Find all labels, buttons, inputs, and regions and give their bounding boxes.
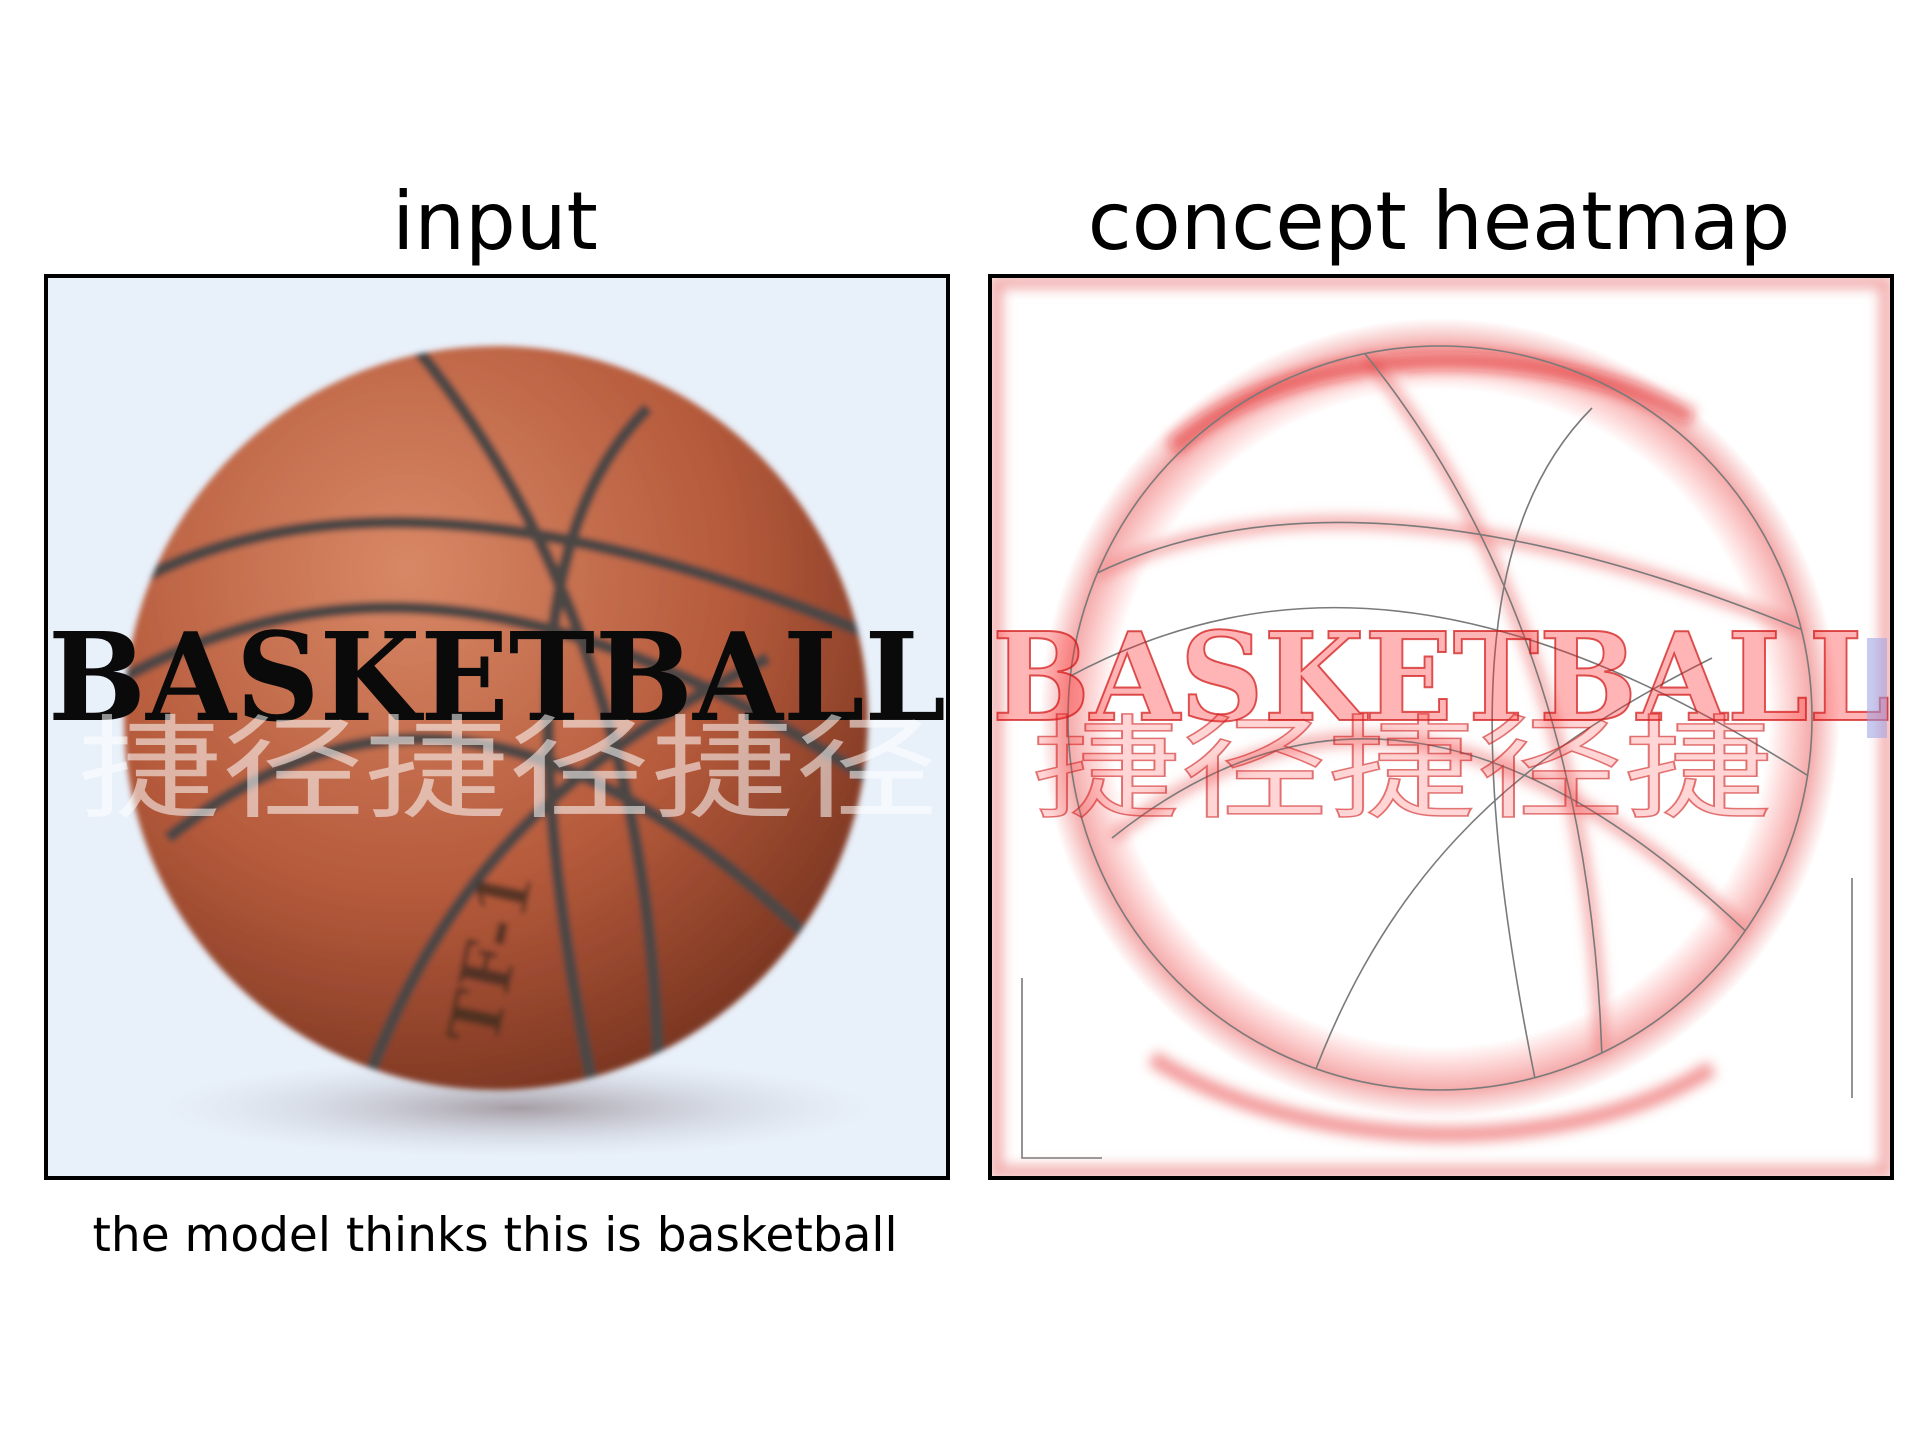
edge-outlines [1021, 345, 1853, 1159]
input-panel-title: input [392, 175, 598, 268]
heatmap-text-basketball: BASKETBALL [992, 605, 1890, 749]
heatmap-watermark-text: 捷径捷径捷 [1032, 705, 1772, 835]
basketball-photo: TF-1 BASKETBALL 捷径捷径捷径 [48, 278, 946, 1176]
heatmap-image: BASKETBALL 捷径捷径捷 [992, 278, 1890, 1176]
basketball: TF-1 [124, 346, 868, 1090]
heat-ring [1040, 318, 1840, 1118]
heatmap-panel-title: concept heatmap [1087, 175, 1791, 268]
overlay-text-basketball: BASKETBALL [48, 605, 946, 749]
overlay-watermark-text: 捷径捷径捷径 [78, 705, 938, 835]
input-image-panel: TF-1 BASKETBALL 捷径捷径捷径 [44, 274, 950, 1180]
concept-heatmap-panel: BASKETBALL 捷径捷径捷 [988, 274, 1894, 1180]
blue-edge-patch [1867, 638, 1887, 738]
ball-shadow [158, 1058, 878, 1158]
prediction-caption: the model thinks this is basketball [92, 1208, 898, 1263]
